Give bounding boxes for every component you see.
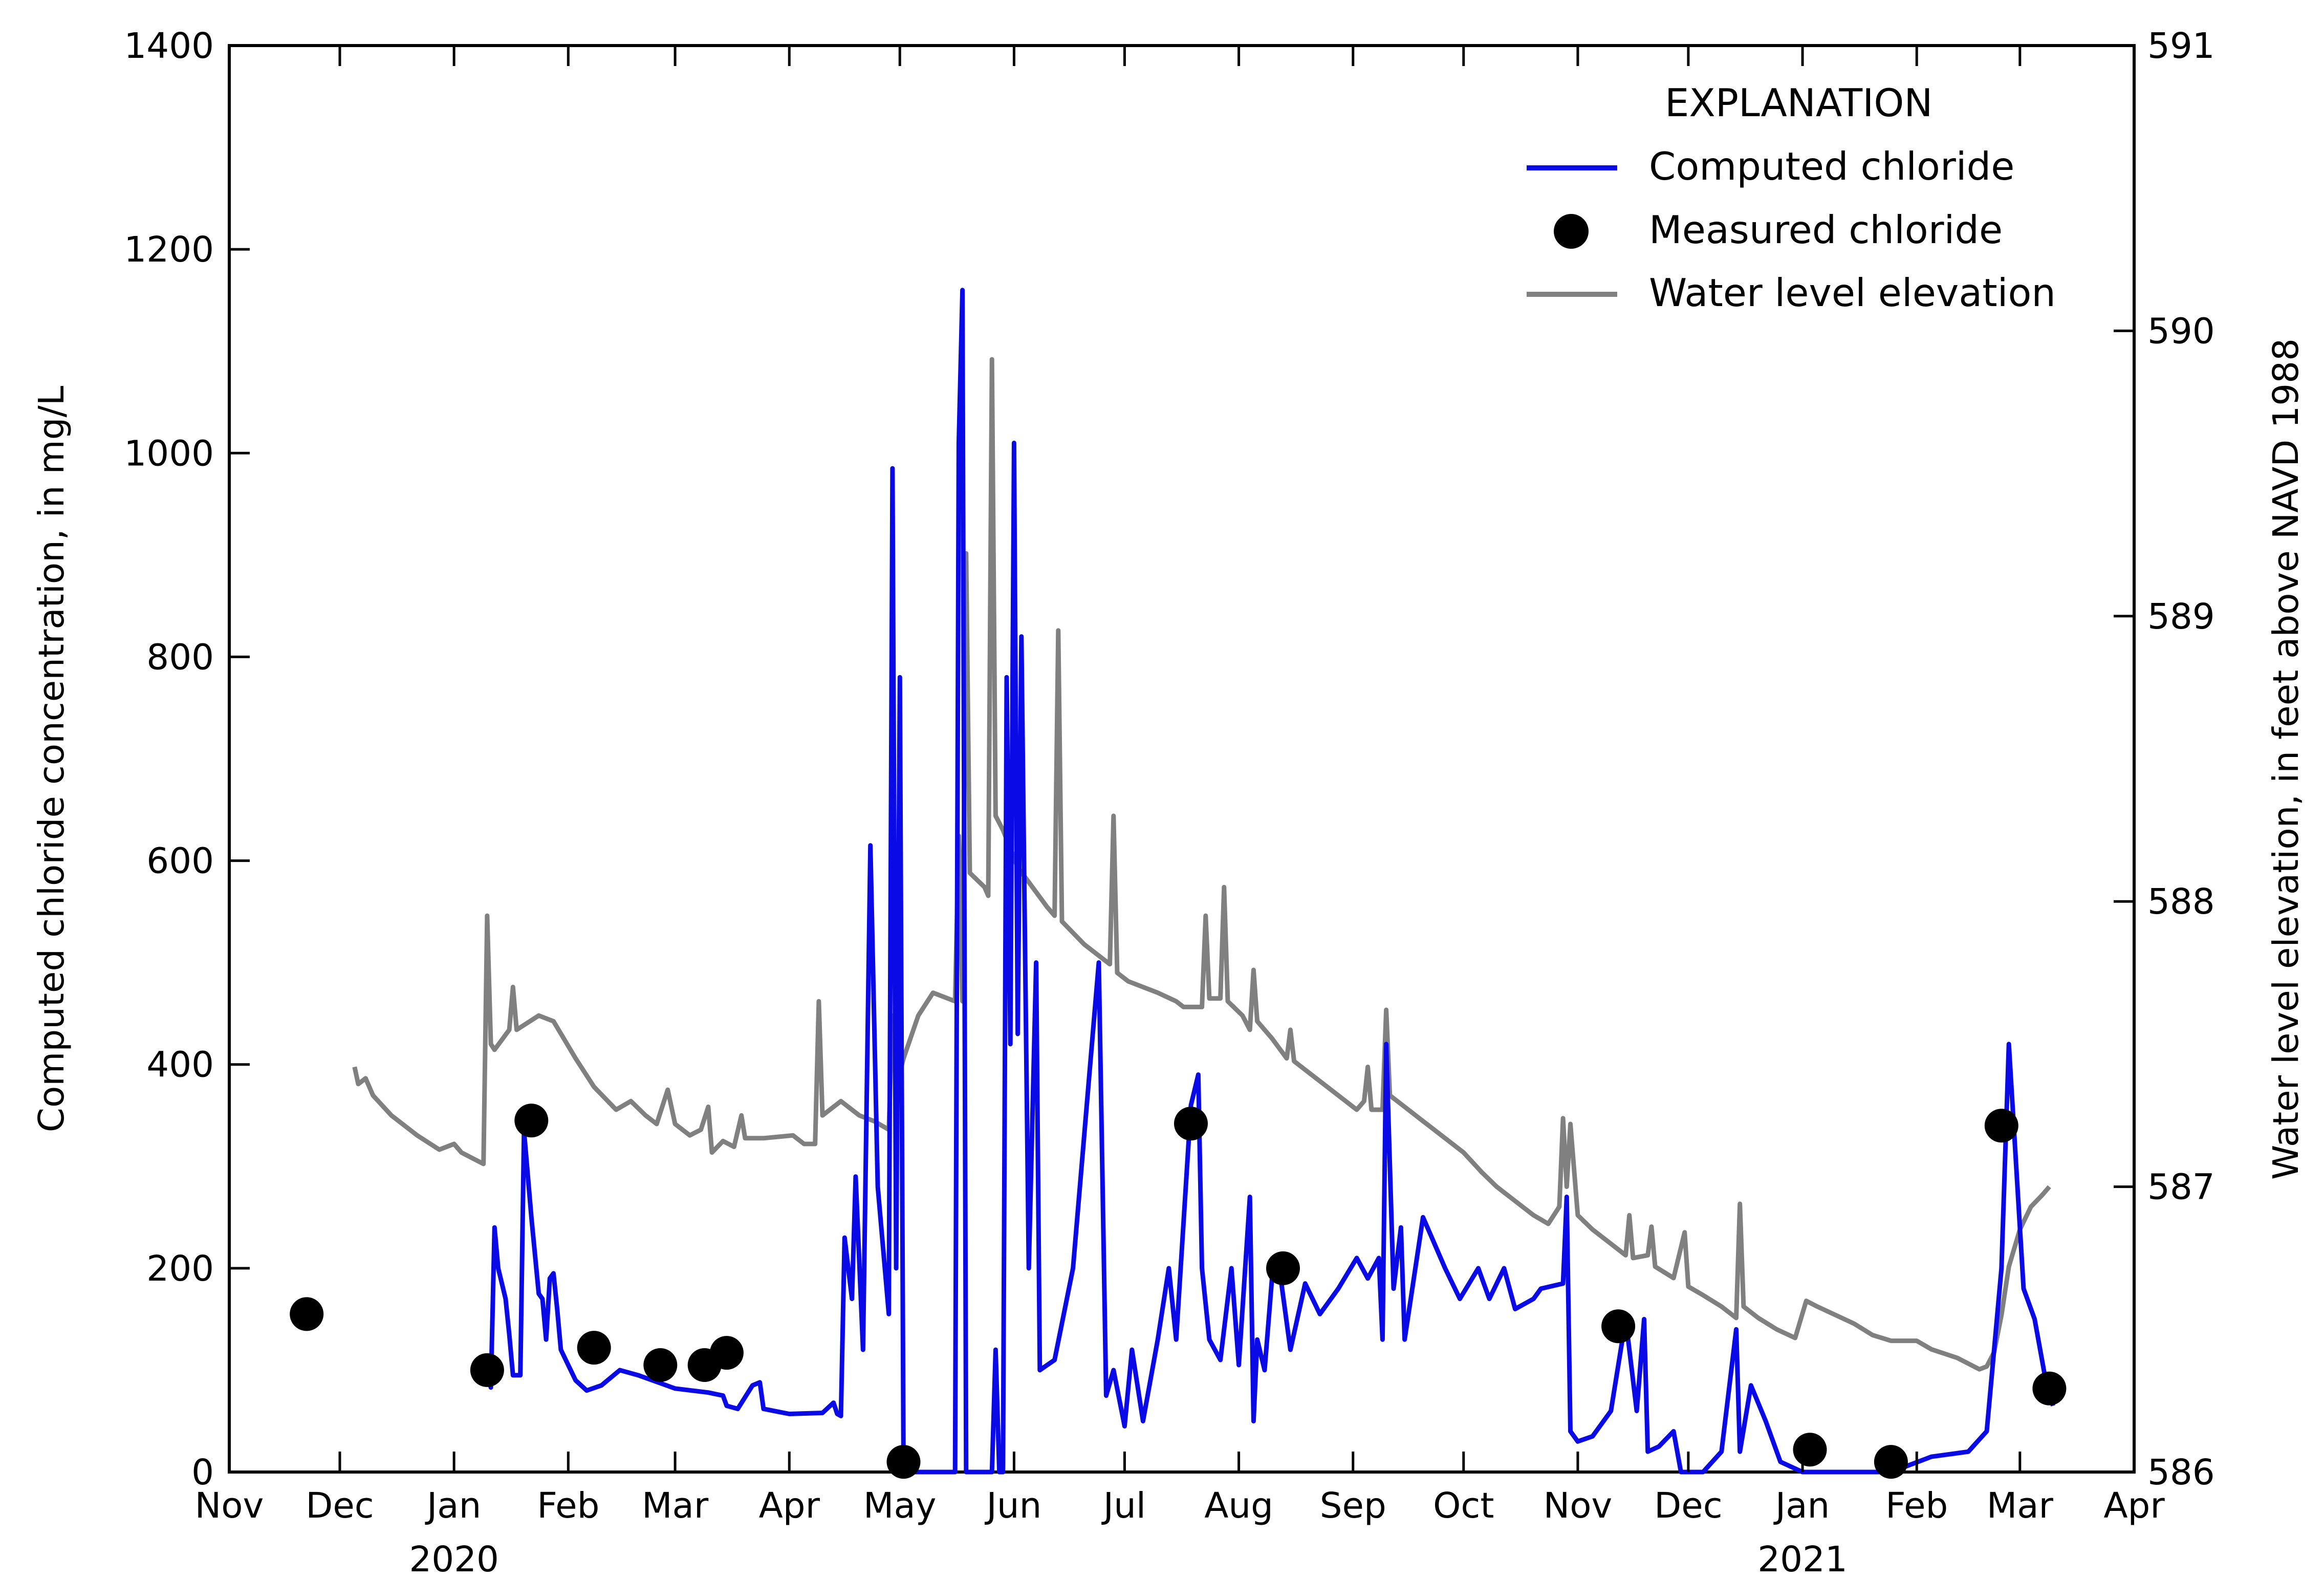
legend-entry-computed-chloride: Computed chloride — [1649, 144, 2014, 189]
x-axis: Nov Dec Jan Feb Mar Apr May Jun Jul Aug Sep Oct Nov D… — [195, 46, 2165, 1579]
x-tick-label: Apr — [759, 1485, 820, 1526]
legend: EXPLANATION Computed chloride Measured c… — [1527, 80, 2056, 315]
measured-chloride-point — [2032, 1371, 2067, 1405]
computed-chloride-line — [485, 288, 2055, 1475]
y-axis-left: 0 200 400 600 800 1000 1200 1400 — [124, 26, 250, 1493]
y-left-tick-label: 800 — [146, 637, 214, 678]
y-left-tick-label: 400 — [146, 1045, 214, 1086]
y-right-tick-label: 591 — [2147, 26, 2215, 67]
x-tick-label: Jul — [1101, 1485, 1146, 1526]
computed-chloride-series — [485, 288, 2055, 1475]
measured-chloride-point — [470, 1353, 504, 1387]
measured-chloride-point — [1266, 1251, 1300, 1285]
y-left-tick-label: 200 — [146, 1248, 214, 1289]
y-left-tick-label: 1000 — [124, 433, 214, 474]
x-tick-label: Mar — [1987, 1485, 2054, 1526]
legend-entry-measured-chloride: Measured chloride — [1649, 207, 2003, 252]
x-year-label: 2020 — [409, 1539, 499, 1579]
legend-entry-water-level: Water level elevation — [1649, 270, 2056, 315]
x-tick-label: Dec — [1654, 1485, 1723, 1526]
x-tick-label: Nov — [195, 1485, 264, 1526]
measured-chloride-point — [1984, 1109, 2018, 1143]
measured-chloride-point — [1874, 1445, 1908, 1479]
water-level-series — [352, 357, 2051, 1372]
measured-chloride-point — [643, 1348, 678, 1382]
x-tick-label: Aug — [1204, 1485, 1273, 1526]
y-right-tick-label: 587 — [2147, 1167, 2215, 1208]
legend-title: EXPLANATION — [1665, 80, 1932, 125]
measured-chloride-point — [577, 1331, 611, 1365]
x-tick-label: Jan — [1773, 1485, 1830, 1526]
x-tick-label: Apr — [2103, 1485, 2165, 1526]
y-right-tick-label: 589 — [2147, 596, 2215, 637]
water-level-line — [352, 357, 2051, 1372]
y-left-tick-label: 1200 — [124, 229, 214, 270]
measured-chloride-point — [1174, 1107, 1208, 1141]
x-tick-label: Feb — [1885, 1485, 1948, 1526]
y-axis-right: 586 587 588 589 590 591 — [2114, 26, 2215, 1493]
x-tick-label: Jun — [985, 1485, 1042, 1526]
x-tick-label: Nov — [1544, 1485, 1613, 1526]
measured-chloride-point — [709, 1336, 744, 1370]
x-tick-label: Jan — [425, 1485, 481, 1526]
y-axis-right-title: Water level elevation, in feet above NAV… — [2266, 338, 2307, 1180]
x-tick-label: Sep — [1320, 1485, 1386, 1526]
y-right-tick-label: 588 — [2147, 881, 2215, 922]
y-right-tick-label: 586 — [2147, 1452, 2215, 1493]
x-year-label: 2021 — [1757, 1539, 1848, 1579]
measured-chloride-point — [1601, 1309, 1636, 1344]
measured-chloride-point — [1793, 1433, 1827, 1467]
x-tick-label: Dec — [306, 1485, 374, 1526]
plot-frame — [228, 44, 2136, 1474]
y-right-tick-label: 590 — [2147, 311, 2215, 352]
measured-chloride-point — [290, 1297, 324, 1331]
x-tick-label: Feb — [537, 1485, 599, 1526]
measured-chloride-point — [514, 1104, 549, 1138]
plot-area — [228, 44, 2136, 1479]
y-left-tick-label: 0 — [191, 1452, 214, 1493]
x-tick-label: May — [863, 1485, 937, 1526]
y-axis-left-title: Computed chloride concentration, in mg/L — [31, 385, 72, 1132]
x-tick-label: Oct — [1433, 1485, 1494, 1526]
legend-swatch-measured-chloride — [1554, 214, 1589, 249]
measured-chloride-point — [886, 1445, 921, 1479]
y-left-tick-label: 600 — [146, 841, 214, 882]
x-tick-label: Mar — [642, 1485, 709, 1526]
y-left-tick-label: 1400 — [124, 26, 214, 67]
